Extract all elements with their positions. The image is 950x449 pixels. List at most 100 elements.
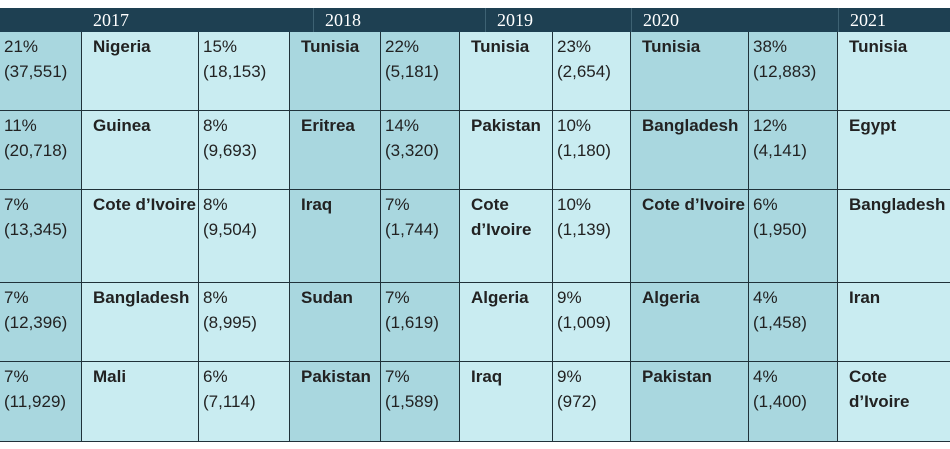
country-name: Pakistan <box>471 116 541 135</box>
country-cell: Bangladesh <box>82 283 199 362</box>
share-cell: 15% (18,153) <box>199 32 290 111</box>
country-name: Egypt <box>849 116 897 135</box>
country-name: Tunisia <box>849 37 908 56</box>
share-cell: 4% (1,400) <box>749 362 838 442</box>
arrival-count: (9,504) <box>203 220 257 239</box>
arrival-count: (9,693) <box>203 141 257 160</box>
share-percent: 23% <box>557 37 592 56</box>
share-cell: 7% (13,345) <box>0 190 82 283</box>
country-name: Sudan <box>301 288 353 307</box>
country-cell: Tunisia <box>838 32 950 111</box>
share-percent: 7% <box>4 288 29 307</box>
country-cell: Pakistan <box>290 362 381 442</box>
arrival-count: (18,153) <box>203 62 267 81</box>
share-percent: 21% <box>4 37 39 56</box>
share-cell: 7% (12,396) <box>0 283 82 362</box>
share-cell: 7% (11,929) <box>0 362 82 442</box>
country-cell: Iraq <box>460 362 553 442</box>
country-cell: Pakistan <box>631 362 749 442</box>
country-name: Cote d’Ivoire <box>642 195 745 214</box>
arrival-count: (1,744) <box>385 220 439 239</box>
share-cell: 10% (1,139) <box>553 190 631 283</box>
header-divider <box>485 8 486 32</box>
share-percent: 9% <box>557 288 582 307</box>
share-cell: 7% (1,589) <box>381 362 460 442</box>
arrival-count: (7,114) <box>203 392 256 411</box>
share-cell: 38% (12,883) <box>749 32 838 111</box>
share-cell: 22% (5,181) <box>381 32 460 111</box>
arrival-count: (8,995) <box>203 313 257 332</box>
country-cell: Bangladesh <box>631 111 749 190</box>
country-cell: Pakistan <box>460 111 553 190</box>
share-cell: 6% (7,114) <box>199 362 290 442</box>
arrival-count: (12,883) <box>753 62 817 81</box>
year-label-2021: 2021 <box>850 10 886 30</box>
country-name: Iraq <box>471 367 503 386</box>
header-divider <box>631 8 632 32</box>
share-percent: 7% <box>4 367 29 386</box>
country-cell: Cote d’Ivoire <box>460 190 553 283</box>
arrival-count: (20,718) <box>4 141 68 160</box>
country-cell: Cote d’Ivoire <box>82 190 199 283</box>
year-label-2019: 2019 <box>497 10 533 30</box>
share-percent: 9% <box>557 367 582 386</box>
share-cell: 8% (8,995) <box>199 283 290 362</box>
share-percent: 11% <box>4 116 37 135</box>
country-name: Algeria <box>642 288 700 307</box>
arrival-count: (3,320) <box>385 141 439 160</box>
arrival-count: (1,589) <box>385 392 439 411</box>
country-name: Tunisia <box>642 37 701 56</box>
country-cell: Cote d’Ivoire <box>631 190 749 283</box>
country-name: Pakistan <box>301 367 371 386</box>
share-cell: 9% (1,009) <box>553 283 631 362</box>
table-bottom-border <box>0 441 950 442</box>
arrival-count: (972) <box>557 392 597 411</box>
country-name: Mali <box>93 367 127 386</box>
share-percent: 4% <box>753 367 778 386</box>
arrival-count: (1,139) <box>557 220 611 239</box>
share-percent: 8% <box>203 195 228 214</box>
country-cell: Iraq <box>290 190 381 283</box>
share-percent: 7% <box>4 195 29 214</box>
arrival-count: (13,345) <box>4 220 68 239</box>
share-percent: 38% <box>753 37 788 56</box>
country-name: Pakistan <box>642 367 712 386</box>
share-percent: 6% <box>753 195 778 214</box>
arrival-count: (37,551) <box>4 62 68 81</box>
share-percent: 7% <box>385 367 410 386</box>
country-cell: Bangladesh <box>838 190 950 283</box>
year-header-row: 2017 2018 2019 2020 2021 <box>0 8 950 32</box>
share-cell: 8% (9,504) <box>199 190 290 283</box>
header-divider <box>313 8 314 32</box>
country-name: Nigeria <box>93 37 151 56</box>
arrival-count: (2,654) <box>557 62 611 81</box>
arrival-count: (1,400) <box>753 392 807 411</box>
share-cell: 7% (1,619) <box>381 283 460 362</box>
share-cell: 11% (20,718) <box>0 111 82 190</box>
country-name: Iraq <box>301 195 333 214</box>
share-cell: 14% (3,320) <box>381 111 460 190</box>
share-cell: 4% (1,458) <box>749 283 838 362</box>
arrival-count: (1,458) <box>753 313 807 332</box>
year-label-2020: 2020 <box>643 10 679 30</box>
country-cell: Guinea <box>82 111 199 190</box>
country-name: Bangladesh <box>849 195 946 214</box>
share-cell: 12% (4,141) <box>749 111 838 190</box>
arrival-count: (1,009) <box>557 313 611 332</box>
country-name: Eritrea <box>301 116 355 135</box>
share-cell: 7% (1,744) <box>381 190 460 283</box>
share-cell: 9% (972) <box>553 362 631 442</box>
arrival-count: (11,929) <box>4 392 67 411</box>
country-name: Cote d’Ivoire <box>849 367 910 411</box>
share-cell: 10% (1,180) <box>553 111 631 190</box>
arrival-count: (4,141) <box>753 141 807 160</box>
country-cell: Eritrea <box>290 111 381 190</box>
country-cell: Tunisia <box>290 32 381 111</box>
share-cell: 8% (9,693) <box>199 111 290 190</box>
country-name: Bangladesh <box>642 116 739 135</box>
arrival-count: (12,396) <box>4 313 68 332</box>
share-percent: 22% <box>385 37 420 56</box>
share-percent: 7% <box>385 195 410 214</box>
share-cell: 23% (2,654) <box>553 32 631 111</box>
